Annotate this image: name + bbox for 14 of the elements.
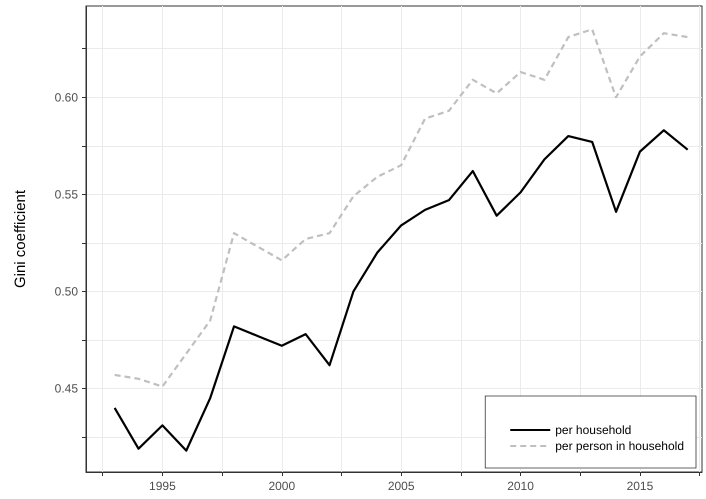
legend-label: per household bbox=[555, 423, 632, 437]
x-tick-label: 2005 bbox=[388, 479, 415, 493]
x-tick-label: 2000 bbox=[268, 479, 296, 493]
y-axis-title: Gini coefficient bbox=[12, 189, 29, 288]
x-tick-label: 2015 bbox=[626, 479, 654, 493]
y-tick-label: 0.55 bbox=[54, 187, 78, 202]
y-tick-label: 0.50 bbox=[54, 284, 78, 298]
y-tick-label: 0.60 bbox=[54, 90, 78, 104]
x-tick-label: 1995 bbox=[149, 479, 176, 493]
legend-label: per person in household bbox=[555, 439, 684, 453]
x-tick-label: 2010 bbox=[507, 479, 534, 493]
y-tick-label: 0.45 bbox=[54, 382, 78, 396]
line-series bbox=[114, 129, 689, 452]
line-series bbox=[114, 28, 689, 388]
